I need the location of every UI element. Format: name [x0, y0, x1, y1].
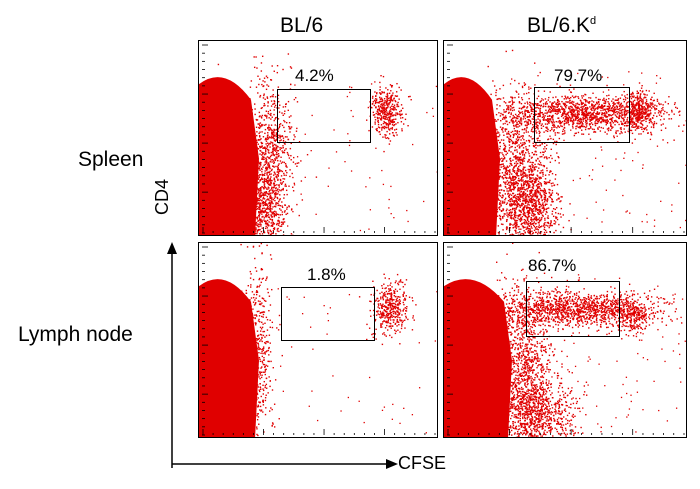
y-axis-arrow — [167, 242, 177, 468]
row-label-spleen: Spleen — [78, 148, 144, 171]
gate-box — [277, 89, 371, 143]
gate-box — [526, 281, 620, 337]
x-axis-label: CFSE — [398, 453, 447, 473]
x-axis-arrow — [172, 459, 398, 469]
gate-percent: 1.8% — [307, 265, 346, 284]
gate-percent: 4.2% — [295, 66, 334, 85]
plot-lymph-bl6kd: 86.7% — [443, 242, 687, 438]
scatter-lymph-bl6 — [199, 243, 437, 437]
gate-box — [281, 287, 375, 341]
plot-spleen-bl6: 4.2% — [198, 40, 438, 236]
column-label-bl6kd: BL/6.Kd — [527, 14, 597, 37]
y-axis-label: CD4 — [152, 178, 172, 215]
scatter-spleen-bl6 — [199, 44, 437, 235]
gate-percent: 86.7% — [528, 256, 577, 275]
gate-box — [534, 87, 630, 143]
scatter-lymph-bl6kd — [444, 243, 686, 437]
plot-spleen-bl6kd: 79.7% — [443, 40, 687, 236]
row-label-lymph-node: Lymph node — [18, 323, 133, 346]
gate-percent: 79.7% — [554, 66, 603, 85]
plot-lymph-bl6: 1.8% — [198, 242, 438, 438]
column-label-bl6: BL/6 — [280, 14, 324, 37]
scatter-spleen-bl6kd — [444, 44, 686, 235]
